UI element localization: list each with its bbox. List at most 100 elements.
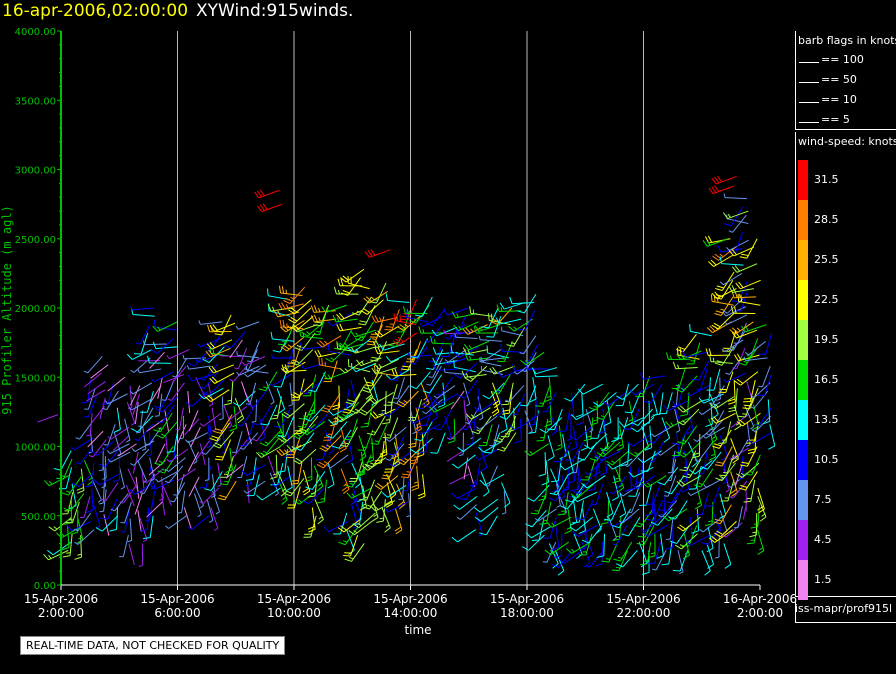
- wind-barb-feather: [369, 301, 377, 304]
- wind-barb-feather: [635, 480, 644, 484]
- wind-barb-shaft: [141, 543, 144, 566]
- wind-barb-shaft: [464, 379, 478, 399]
- speed-swatch: [798, 280, 808, 320]
- wind-barb-shaft: [456, 487, 477, 499]
- wind-barb-feather: [356, 310, 361, 314]
- wind-barb-feather: [443, 368, 446, 373]
- wind-barb-shaft: [708, 418, 725, 436]
- wind-barb-shaft: [97, 440, 115, 456]
- wind-barb-feather: [252, 438, 258, 442]
- wind-barb-shaft: [651, 492, 654, 515]
- wind-barb-shaft: [219, 430, 235, 449]
- wind-barb-feather: [595, 454, 602, 461]
- wind-barb-feather: [154, 405, 162, 409]
- x-tick-date: 15-Apr-2006: [24, 592, 98, 606]
- wind-barb-feather: [430, 335, 433, 344]
- wind-barb-feather: [740, 294, 743, 303]
- wind-barb-shaft: [519, 418, 522, 441]
- wind-barb-feather: [179, 437, 184, 440]
- wind-barb-feather: [504, 502, 511, 508]
- wind-barb-feather: [631, 421, 639, 426]
- wind-barb-shaft: [250, 341, 260, 362]
- wind-barb-shaft: [432, 357, 443, 378]
- wind-barb-shaft: [131, 349, 153, 360]
- wind-barb-feather: [466, 403, 471, 407]
- wind-barb-feather: [159, 498, 164, 501]
- wind-barb-shaft: [620, 417, 629, 439]
- wind-barb-shaft: [744, 406, 755, 427]
- wind-barb-feather: [711, 453, 716, 457]
- wind-barb-feather: [629, 389, 636, 396]
- wind-barb-feather: [754, 423, 760, 427]
- wind-barb-feather: [663, 404, 669, 411]
- wind-barb-feather: [161, 433, 166, 437]
- wind-barb-feather: [130, 428, 138, 433]
- wind-barb-feather: [410, 362, 415, 365]
- wind-barb-shaft: [635, 475, 644, 497]
- wind-barb-feather: [339, 342, 346, 349]
- wind-barb-feather: [575, 493, 580, 497]
- wind-barb-feather: [676, 430, 681, 433]
- wind-barb-feather: [382, 436, 391, 439]
- wind-barb-feather: [742, 357, 750, 360]
- wind-barb-feather: [660, 513, 665, 516]
- wind-barb-shaft: [208, 415, 213, 438]
- wind-barb-shaft: [99, 397, 106, 420]
- wind-barb-shaft: [376, 316, 385, 338]
- wind-barb-feather: [572, 531, 579, 537]
- wind-barb-feather: [328, 449, 335, 455]
- wind-barb-feather: [303, 417, 311, 422]
- wind-barb-shaft: [200, 321, 223, 325]
- wind-barb-feather: [346, 459, 354, 464]
- wind-barb-feather: [650, 552, 656, 555]
- wind-barb-feather: [565, 499, 573, 503]
- wind-barb-feather: [638, 522, 643, 526]
- wind-barb-feather: [602, 400, 609, 406]
- wind-barb-feather: [726, 484, 731, 488]
- wind-barb-feather: [627, 488, 636, 491]
- wind-barb-shaft: [417, 338, 429, 359]
- wind-barb-shaft: [653, 500, 664, 521]
- wind-barb-shaft: [670, 458, 677, 481]
- wind-barb-shaft: [148, 385, 162, 405]
- wind-barb-feather: [707, 235, 713, 243]
- wind-barb-shaft: [90, 364, 109, 379]
- wind-barb-feather: [577, 388, 584, 395]
- wind-barb-shaft: [560, 442, 571, 463]
- wind-barb-shaft: [726, 372, 747, 383]
- wind-barb-shaft: [374, 392, 394, 405]
- wind-barb-shaft: [183, 507, 192, 529]
- wind-barb-feather: [742, 407, 750, 410]
- wind-barb-feather: [479, 417, 484, 421]
- wind-barb-feather: [616, 563, 624, 568]
- wind-barb-feather: [399, 314, 402, 322]
- wind-barb-shaft: [651, 392, 658, 414]
- wind-barb-shaft: [725, 421, 732, 444]
- wind-barb-feather: [605, 558, 611, 560]
- wind-barb-shaft: [688, 409, 694, 431]
- wind-barb-feather: [714, 312, 722, 316]
- wind-barb-feather: [407, 352, 411, 357]
- wind-barb-feather: [376, 520, 384, 523]
- wind-barb-feather: [700, 541, 709, 546]
- wind-barb-feather: [364, 251, 370, 258]
- wind-barb-feather: [708, 456, 716, 461]
- wind-barb-shaft: [513, 407, 516, 430]
- wind-barb-feather: [729, 495, 734, 499]
- wind-barb-shaft: [698, 360, 710, 381]
- wind-barb-feather: [708, 348, 712, 356]
- wind-barb-feather: [747, 451, 756, 455]
- wind-barb-feather: [551, 522, 555, 527]
- x-tick-time: 22:00:00: [617, 606, 671, 620]
- wind-barb-feather: [349, 557, 354, 560]
- wind-barb-feather: [415, 407, 424, 410]
- wind-barb-feather: [493, 439, 501, 443]
- wind-barb-shaft: [484, 473, 505, 486]
- wind-barb-shaft: [107, 393, 128, 405]
- wind-barb-feather: [496, 389, 501, 392]
- wind-barb-feather: [48, 555, 52, 559]
- wind-barb-shaft: [493, 365, 515, 375]
- wind-barb-shaft: [719, 510, 728, 532]
- wind-barb-feather: [214, 442, 222, 447]
- wind-barb-shaft: [643, 450, 662, 464]
